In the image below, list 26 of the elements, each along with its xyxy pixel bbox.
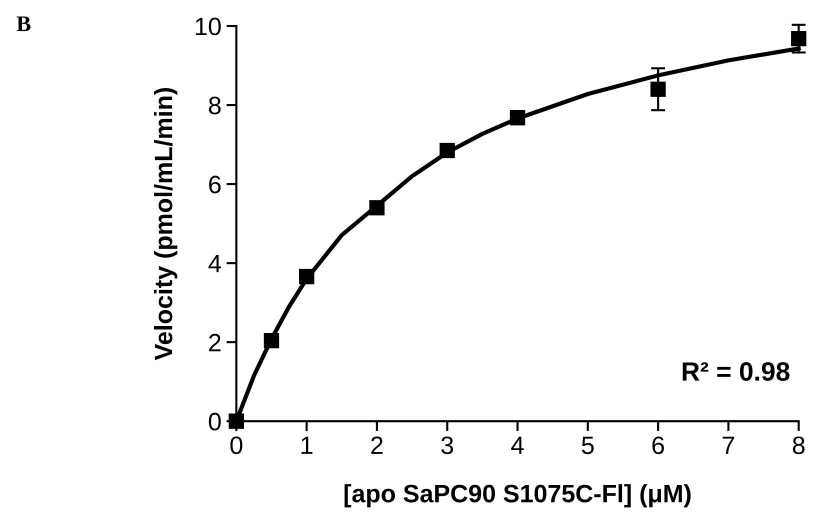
- point: [299, 268, 314, 284]
- point: [650, 82, 666, 97]
- x-tick-label: 7: [722, 436, 734, 454]
- y-axis-title: Velocity (pmol/mL/min): [154, 88, 178, 360]
- x-tick-label: 5: [582, 436, 594, 454]
- point: [440, 142, 455, 158]
- y-tick-label: 6: [209, 176, 221, 194]
- point: [369, 200, 385, 216]
- point: [264, 332, 280, 348]
- x-axis-title: [apo SaPC90 S1075C-Fl] (μM): [344, 484, 691, 508]
- y-tick-label: 0: [208, 412, 221, 431]
- point: [791, 31, 806, 46]
- text: B: [16, 16, 31, 32]
- annotation: R² = 0.98: [682, 362, 790, 381]
- x-tick-label: 6: [652, 436, 664, 454]
- x-tick-label: 0: [230, 436, 242, 454]
- x-tick-label: 8: [792, 436, 805, 454]
- x-tick-label: 1: [302, 436, 312, 454]
- point: [510, 110, 526, 126]
- y-tick-label: 2: [209, 334, 221, 352]
- x-tick-label: 4: [511, 436, 524, 454]
- x-tick-label: 3: [441, 436, 454, 454]
- y-tick-label: 8: [208, 96, 221, 114]
- x-tick-label: 2: [371, 436, 383, 454]
- y-tick-label: 10: [196, 18, 221, 36]
- y-tick-label: 4: [208, 254, 222, 272]
